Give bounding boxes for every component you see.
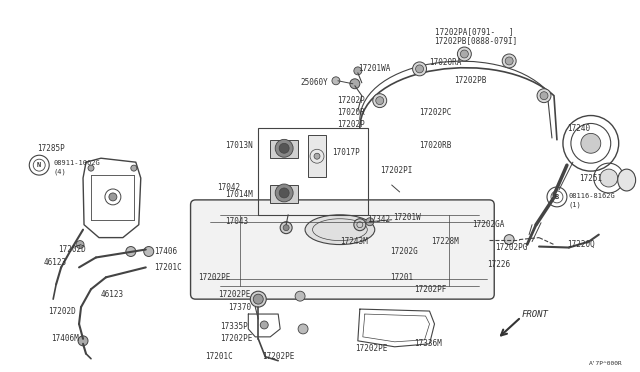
Circle shape xyxy=(458,47,471,61)
FancyBboxPatch shape xyxy=(191,200,494,299)
Ellipse shape xyxy=(618,169,636,191)
Text: 17013N: 17013N xyxy=(225,141,253,150)
Bar xyxy=(270,140,298,158)
Circle shape xyxy=(581,134,601,153)
Circle shape xyxy=(131,165,137,171)
Circle shape xyxy=(279,188,289,198)
Text: N: N xyxy=(37,162,42,168)
Text: 17335P: 17335P xyxy=(220,323,248,331)
Text: 17202D: 17202D xyxy=(58,245,86,254)
Text: 17202PB: 17202PB xyxy=(454,76,487,85)
Circle shape xyxy=(76,241,84,248)
Text: 17342: 17342 xyxy=(367,215,390,224)
Text: 17202PA[0791-   ]: 17202PA[0791- ] xyxy=(435,27,513,36)
Bar xyxy=(270,185,298,203)
Text: 17020R: 17020R xyxy=(337,108,365,117)
Text: 17202PI: 17202PI xyxy=(380,166,412,174)
Circle shape xyxy=(460,50,468,58)
Circle shape xyxy=(253,294,263,304)
Circle shape xyxy=(600,169,618,187)
Text: 17202PE: 17202PE xyxy=(198,273,231,282)
Text: 17202G: 17202G xyxy=(390,247,417,256)
Text: FRONT: FRONT xyxy=(521,310,548,318)
Circle shape xyxy=(350,79,360,89)
Circle shape xyxy=(502,54,516,68)
Circle shape xyxy=(314,153,320,159)
Text: 17240: 17240 xyxy=(567,124,590,133)
Circle shape xyxy=(279,143,289,153)
Circle shape xyxy=(275,184,293,202)
Circle shape xyxy=(78,336,88,346)
Ellipse shape xyxy=(305,215,375,244)
Circle shape xyxy=(415,65,424,73)
Text: (4): (4) xyxy=(53,169,66,175)
Text: 17020RA: 17020RA xyxy=(429,58,462,67)
Circle shape xyxy=(260,321,268,329)
Text: 17202D: 17202D xyxy=(48,307,76,315)
Text: 17202PG: 17202PG xyxy=(495,243,527,252)
Circle shape xyxy=(376,97,384,105)
Text: 17020RB: 17020RB xyxy=(420,141,452,150)
Circle shape xyxy=(144,247,154,256)
Text: 17220Q: 17220Q xyxy=(567,240,595,249)
Circle shape xyxy=(540,92,548,100)
Text: 17406: 17406 xyxy=(154,247,177,256)
Circle shape xyxy=(372,94,387,108)
Circle shape xyxy=(354,219,366,231)
Text: 17202PC: 17202PC xyxy=(420,108,452,117)
Text: 17043: 17043 xyxy=(225,217,248,226)
Text: 25060Y: 25060Y xyxy=(300,78,328,87)
Circle shape xyxy=(275,140,293,157)
Circle shape xyxy=(283,225,289,231)
Circle shape xyxy=(88,165,94,171)
Text: 46123: 46123 xyxy=(44,258,67,267)
Text: 17201W: 17201W xyxy=(393,213,420,222)
Text: (1): (1) xyxy=(569,202,582,208)
Text: 17014M: 17014M xyxy=(225,190,253,199)
Circle shape xyxy=(537,89,551,103)
Text: 08116-8162G: 08116-8162G xyxy=(569,193,616,199)
Text: 17201C: 17201C xyxy=(154,263,182,272)
Text: 17285P: 17285P xyxy=(37,144,65,153)
Circle shape xyxy=(504,235,514,244)
Circle shape xyxy=(413,62,426,76)
Text: 17202PE: 17202PE xyxy=(220,334,253,343)
Circle shape xyxy=(505,57,513,65)
Circle shape xyxy=(250,291,266,307)
Text: 08911-1062G: 08911-1062G xyxy=(53,160,100,166)
Text: 17406M: 17406M xyxy=(51,334,79,343)
Text: 17202PE: 17202PE xyxy=(355,344,387,353)
Circle shape xyxy=(280,222,292,234)
Text: A'7P^000R: A'7P^000R xyxy=(589,361,623,366)
Text: 17202P: 17202P xyxy=(337,120,365,129)
Text: 17370: 17370 xyxy=(228,302,252,312)
Text: 17226: 17226 xyxy=(487,260,510,269)
Text: 17202PE: 17202PE xyxy=(218,290,251,299)
Text: 46123: 46123 xyxy=(101,290,124,299)
Text: 17243M: 17243M xyxy=(340,237,367,246)
Text: 17017P: 17017P xyxy=(332,148,360,157)
Circle shape xyxy=(366,218,374,226)
Text: 17202PE: 17202PE xyxy=(262,352,294,361)
Text: 17251: 17251 xyxy=(579,174,602,183)
Text: 17202GA: 17202GA xyxy=(472,220,505,229)
Text: 17228M: 17228M xyxy=(431,237,460,246)
Text: 17042: 17042 xyxy=(217,183,241,192)
Bar xyxy=(259,128,368,215)
Text: 17202PF: 17202PF xyxy=(415,285,447,294)
Circle shape xyxy=(298,324,308,334)
Text: B: B xyxy=(555,194,559,200)
Text: 17201: 17201 xyxy=(390,273,413,282)
Text: 17201C: 17201C xyxy=(205,352,233,361)
Text: 17336M: 17336M xyxy=(415,339,442,348)
Circle shape xyxy=(109,193,117,201)
Text: 17201WA: 17201WA xyxy=(358,64,390,73)
Bar xyxy=(308,135,326,177)
Circle shape xyxy=(332,77,340,85)
Circle shape xyxy=(354,67,362,75)
Circle shape xyxy=(126,247,136,256)
Text: 17202PB[0888-079I]: 17202PB[0888-079I] xyxy=(435,36,518,46)
Circle shape xyxy=(295,291,305,301)
Text: 17202P: 17202P xyxy=(337,96,365,105)
